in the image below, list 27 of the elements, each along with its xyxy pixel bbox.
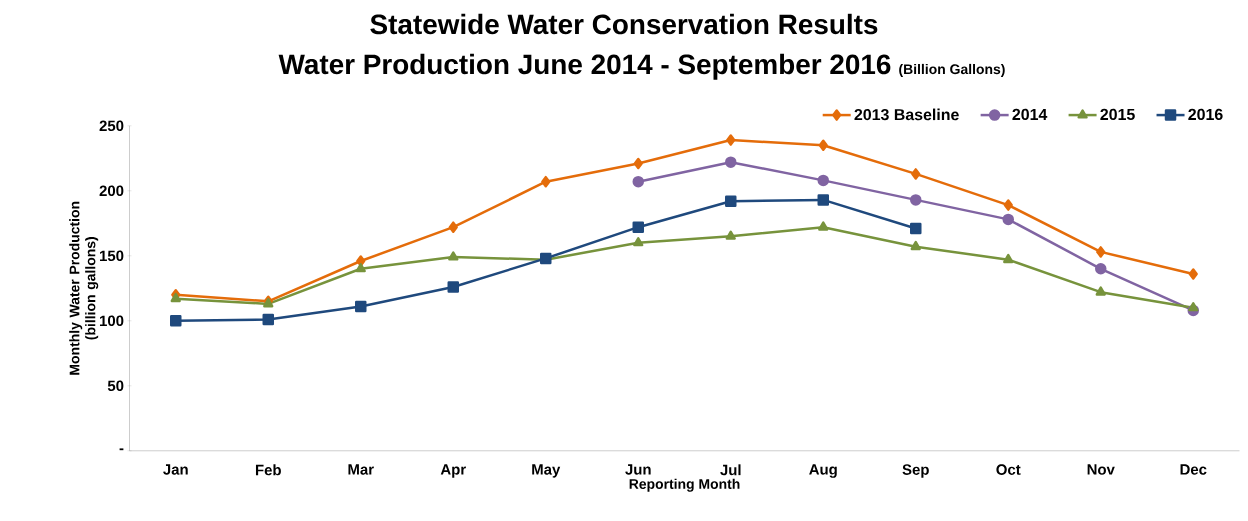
chart-subtitle: Water Production June 2014 - September 2016 — [278, 53, 891, 80]
x-tick-label: Jun — [625, 464, 651, 475]
x-tick-label: May — [532, 464, 561, 478]
x-tick-label: Apr — [440, 464, 466, 478]
x-tick-label: Mar — [348, 464, 374, 475]
x-tick-label: Sep — [902, 464, 929, 478]
x-tick-label: Aug — [809, 464, 837, 478]
y-tick-label: 50 — [107, 380, 124, 392]
legend-label: 2014 — [1012, 108, 1048, 121]
text: (Billion Gallons) — [899, 63, 1005, 77]
x-tick-label: Jul — [720, 464, 741, 476]
x-axis-title: Reporting Month — [629, 478, 740, 492]
y-tick-label: 250 — [99, 120, 124, 132]
legend-label: 2013 Baseline — [854, 108, 959, 121]
y-axis-title: Monthly Water Production (billion gallons) — [69, 201, 99, 375]
x-tick-label: Nov — [1087, 464, 1115, 475]
x-tick-label: Oct — [996, 464, 1021, 475]
y-tick-label: 200 — [99, 185, 124, 197]
y-tick-label: 100 — [100, 315, 124, 327]
chart-title: Statewide Water Conservation Results — [370, 13, 878, 35]
x-tick-label: Dec — [1180, 464, 1207, 475]
x-tick-label: Feb — [255, 464, 281, 476]
y-tick-label: - — [119, 448, 124, 451]
y-tick-label: 150 — [100, 250, 124, 262]
legend-label: 2016 — [1188, 108, 1223, 121]
x-tick-label: Jan — [163, 464, 188, 475]
legend-label: 2015 — [1100, 108, 1135, 121]
